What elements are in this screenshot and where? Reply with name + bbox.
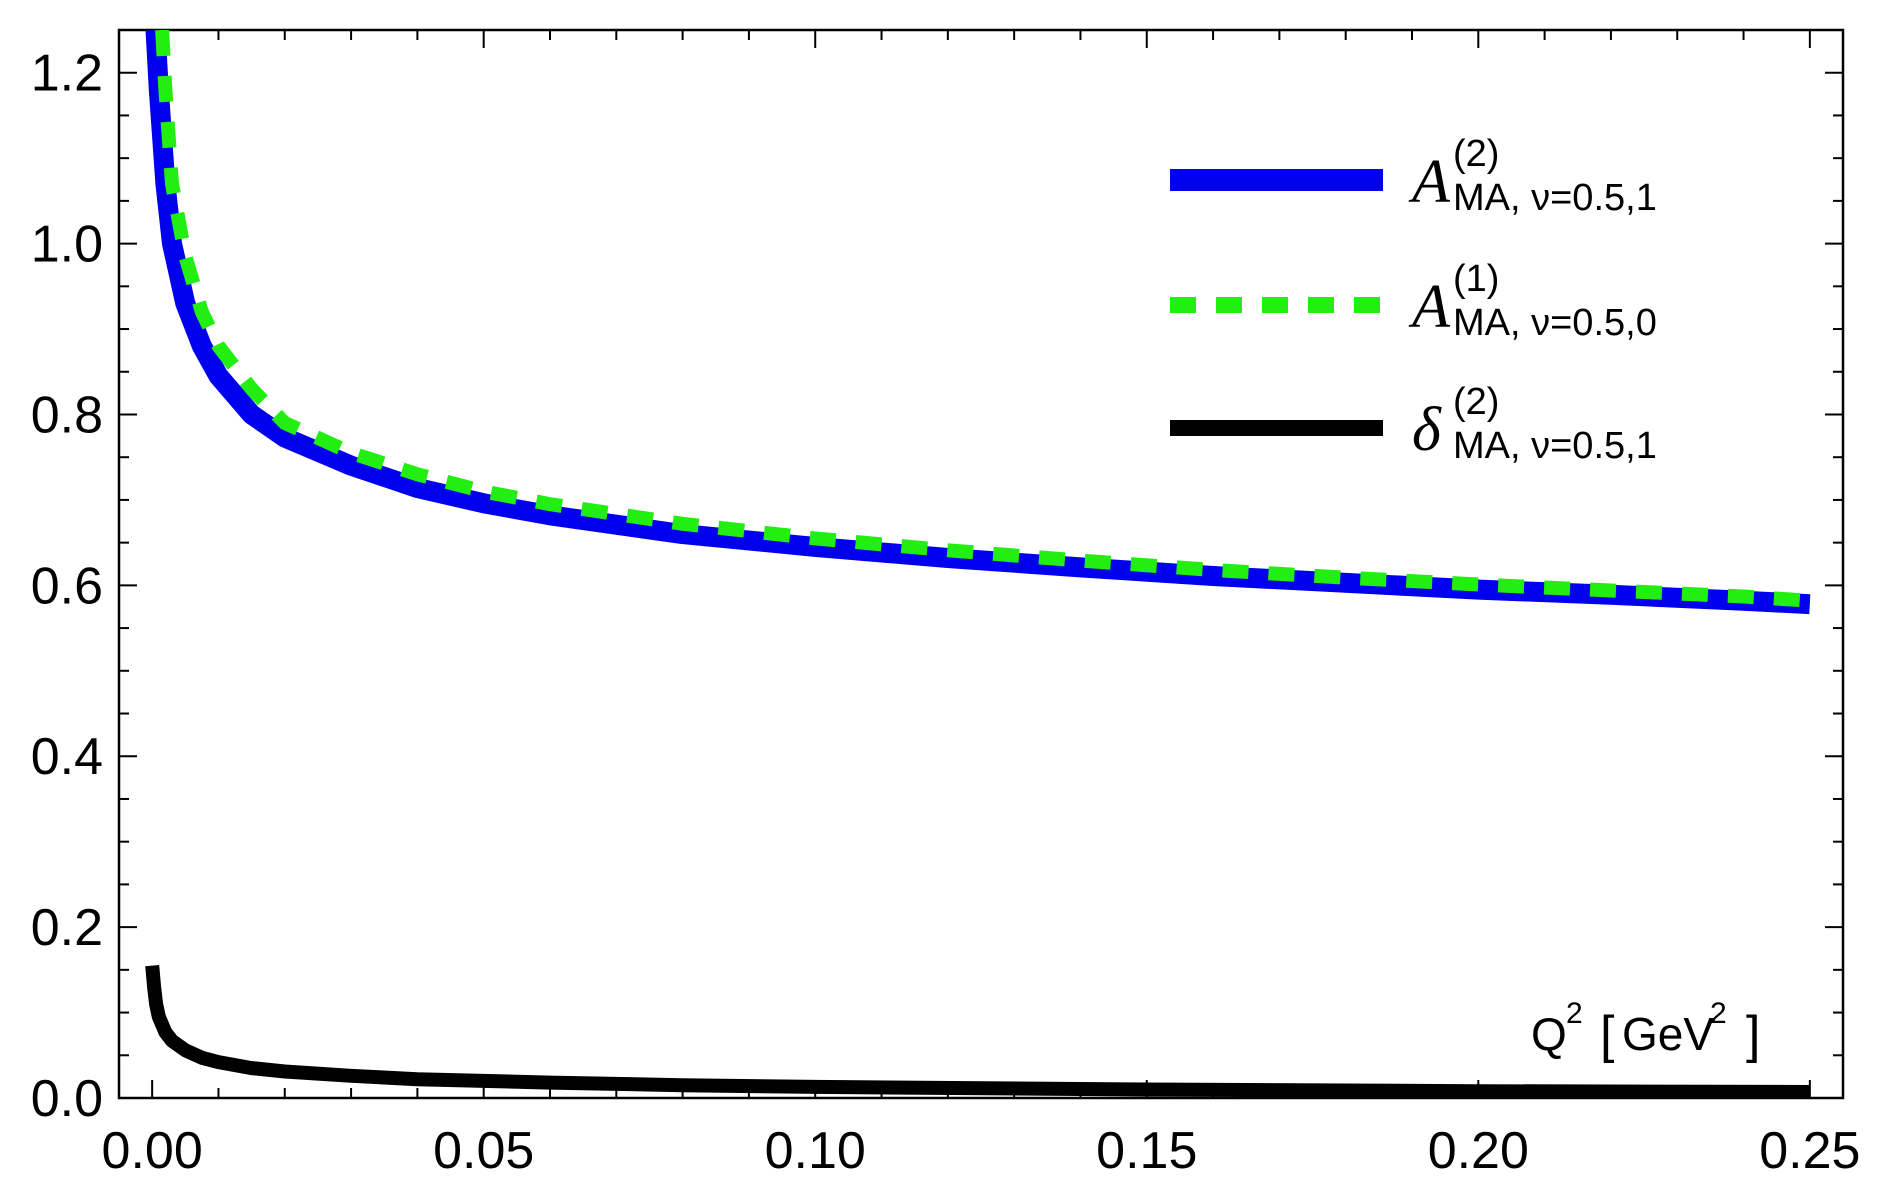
x-tick-label: 0.15 <box>1096 1122 1197 1180</box>
y-tick-label: 1.0 <box>31 216 103 274</box>
legend-label-sub: MA, ν=0.5,0 <box>1453 302 1657 344</box>
x-axis-label-base-sup: 2 <box>1566 997 1583 1030</box>
legend-label-main: A <box>1408 273 1451 341</box>
series-line-a1 <box>155 30 1811 608</box>
y-tick-label: 0.4 <box>31 728 103 786</box>
y-tick-label: 1.2 <box>31 45 103 103</box>
legend-label-sub: MA, ν=0.5,1 <box>1453 177 1657 219</box>
x-axis-label-unit-sup: 2 <box>1710 997 1727 1030</box>
x-axis-label-close-bracket: ] <box>1746 1006 1760 1064</box>
tick-labels: 0.00 0.05 0.10 0.15 0.20 0.25 0.0 0.2 0.4 0.6 0.8 1… <box>31 45 1861 1180</box>
tick-marks <box>119 29 1843 1099</box>
legend-label-sup: (2) <box>1453 381 1499 423</box>
y-tick-label: 0.0 <box>31 1070 103 1128</box>
series-line-a2 <box>145 30 1811 615</box>
legend-label-main: A <box>1408 148 1451 216</box>
legend-label-main: δ <box>1412 396 1442 464</box>
y-tick-label: 0.6 <box>31 557 103 615</box>
legend: A (2)MA, ν=0.5,1A (1)MA, ν=0.5,0δ (2)MA, ν=… <box>1170 133 1657 467</box>
y-tick-label: 0.2 <box>31 899 103 957</box>
legend-label-sub: MA, ν=0.5,1 <box>1453 425 1657 467</box>
series-layer <box>145 30 1811 1098</box>
x-tick-label: 0.10 <box>765 1122 866 1180</box>
series-line-d2 <box>145 964 1810 1098</box>
y-tick-label: 0.8 <box>31 386 103 444</box>
x-axis-label: Q 2 [ GeV 2 ] <box>1531 997 1760 1064</box>
x-axis-label-open-bracket: [ <box>1600 1006 1615 1064</box>
x-axis-label-unit: GeV <box>1622 1008 1714 1060</box>
x-tick-label: 0.25 <box>1759 1122 1860 1180</box>
x-axis-label-base: Q <box>1531 1008 1567 1060</box>
plot-frame <box>117 28 1845 1100</box>
x-tick-label: 0.05 <box>433 1122 534 1180</box>
legend-label-sup: (1) <box>1453 258 1499 300</box>
x-tick-label: 0.00 <box>102 1122 203 1180</box>
x-tick-label: 0.20 <box>1428 1122 1529 1180</box>
legend-label-sup: (2) <box>1453 133 1499 175</box>
